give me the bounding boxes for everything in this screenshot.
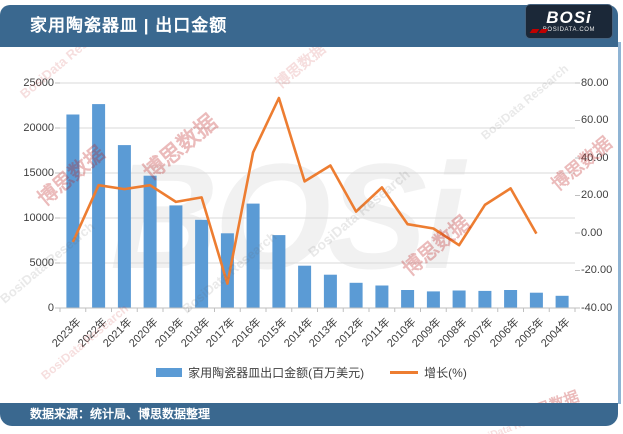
y-axis-left-tick: 15000: [23, 166, 54, 179]
legend-line-swatch-icon: [390, 371, 419, 374]
bar-2015年: [272, 235, 286, 308]
bar-2005年: [529, 292, 543, 308]
growth-line: [71, 96, 538, 285]
bar-2017年: [220, 233, 234, 308]
logo-stripes-icon: [529, 29, 549, 33]
bar-2004年: [555, 295, 569, 308]
bar-2010年: [401, 290, 415, 308]
bar-2019年: [169, 205, 183, 308]
header-banner: 家用陶瓷器皿 | 出口金额: [0, 5, 618, 47]
bar-2012年: [349, 282, 363, 308]
legend-item-exports: 家用陶瓷器皿出口金额(百万美元): [156, 364, 364, 381]
bar-2016年: [246, 203, 260, 308]
bar-2020年: [143, 175, 157, 308]
bosi-logo: BOSi BOSIDATA.COM: [525, 4, 613, 39]
bar-2014年: [298, 265, 312, 308]
legend-exports-label: 家用陶瓷器皿出口金额(百万美元): [188, 366, 365, 380]
legend-growth-label: 增长(%): [424, 366, 467, 380]
page-title: 家用陶瓷器皿 | 出口金额: [30, 16, 228, 35]
y-axis-right-tick: 60.00: [581, 114, 609, 126]
y-axis-left-tick: 25000: [23, 76, 54, 89]
x-axis-label: 2004年: [539, 316, 573, 350]
bar-2008年: [452, 290, 466, 308]
bar-2018年: [195, 219, 209, 308]
bar-2007年: [478, 290, 492, 308]
legend: 家用陶瓷器皿出口金额(百万美元) 增长(%): [0, 364, 623, 381]
y-axis-right-tick: -40.00: [581, 301, 613, 314]
data-source-text: 数据来源：统计局、博思数据整理: [30, 407, 211, 421]
bar-2013年: [323, 274, 337, 308]
y-axis-right-tick: 80.00: [581, 76, 609, 89]
footer-banner: 数据来源：统计局、博思数据整理: [0, 403, 618, 426]
y-axis-left-tick: 5000: [29, 256, 54, 269]
logo-subtext: BOSIDATA.COM: [542, 27, 596, 33]
logo-text: BOSi: [546, 8, 592, 27]
y-axis-right-tick: 0.00: [581, 226, 603, 239]
legend-item-growth: 增长(%): [390, 364, 467, 381]
bar-2011年: [375, 285, 389, 308]
y-axis-left-tick: 10000: [23, 211, 54, 224]
bar-2023年: [66, 114, 80, 308]
bar-2009年: [426, 291, 440, 308]
card-right-border: [618, 42, 621, 404]
y-axis-left-tick: 20000: [23, 121, 54, 134]
bar-2022年: [92, 104, 106, 308]
bar-2006年: [504, 290, 518, 308]
bar-2021年: [117, 145, 131, 308]
plot-area: [55, 82, 580, 312]
legend-bar-swatch-icon: [156, 368, 183, 377]
y-axis-right-tick: 40.00: [581, 151, 609, 164]
y-axis-left-tick: 0: [47, 301, 54, 314]
y-axis-right-tick: 20.00: [581, 189, 609, 201]
y-axis-right-tick: -20.00: [581, 264, 613, 276]
